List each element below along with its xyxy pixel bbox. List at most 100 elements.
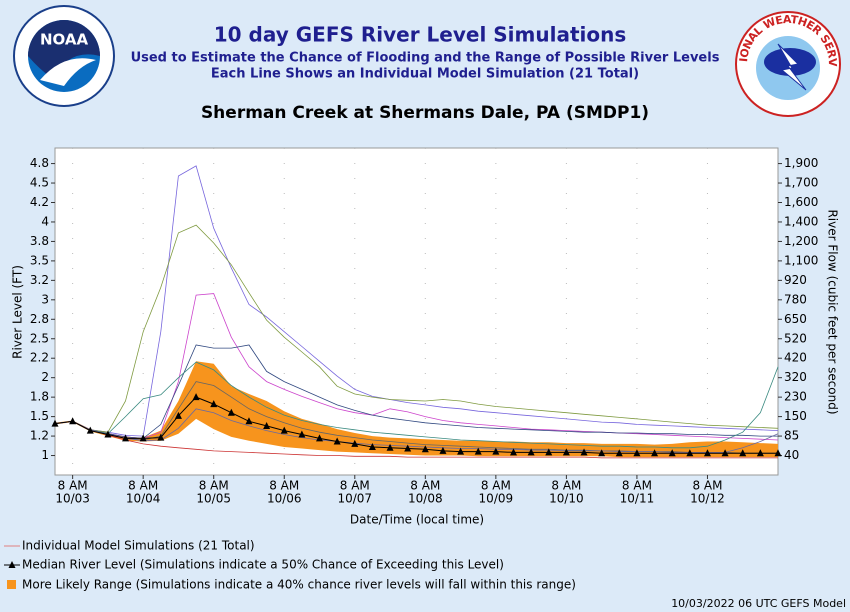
y-tick-label: 2.5 (30, 331, 49, 345)
y2-tick-label: 1,600 (784, 195, 818, 209)
legend-swatch (7, 580, 16, 589)
y-tick-label: 4.2 (30, 195, 49, 209)
legend-label: More Likely Range (Simulations indicate … (22, 578, 576, 592)
median-marker (686, 449, 694, 457)
subtitle: Each Line Shows an Individual Model Simu… (211, 67, 639, 82)
simulation-line (54, 420, 778, 459)
y-tick-label: 2.8 (30, 312, 49, 326)
y-tick-label: 3.5 (30, 253, 49, 267)
subtitle: Used to Estimate the Chance of Flooding … (131, 51, 720, 66)
median-marker (122, 434, 130, 442)
y2-tick-label: 320 (784, 370, 807, 384)
simulation-line (54, 408, 779, 453)
y-tick-label: 1.5 (30, 409, 49, 423)
median-marker (86, 426, 94, 434)
median-marker (580, 448, 588, 456)
y2-tick-label: 780 (784, 292, 807, 306)
median-marker (545, 448, 553, 456)
y2-tick-label: 1,100 (784, 253, 818, 267)
median-marker (51, 419, 59, 427)
location: Sherman Creek at Shermans Dale, PA (SMDP… (201, 103, 649, 123)
median-line (54, 396, 778, 454)
median-marker (298, 430, 306, 438)
y-tick-label: 2 (41, 370, 49, 384)
noaa-text: NOAA (40, 31, 89, 49)
median-marker (474, 447, 482, 455)
noaa-logo: NOAA (13, 5, 115, 107)
x-tick-sublabel: 10/06 (267, 492, 302, 506)
y-tick-label: 3.8 (30, 234, 49, 248)
median-marker (651, 449, 659, 457)
median-marker (527, 448, 535, 456)
x-tick-label: 8 AM (551, 479, 581, 493)
y-tick-label: 4.8 (30, 156, 49, 170)
y-tick-label: 1.2 (30, 429, 49, 443)
y2-axis-label: River Flow (cubic feet per second) (826, 209, 840, 414)
median-marker (721, 449, 729, 457)
median-marker (192, 393, 200, 401)
likely-range (55, 361, 778, 458)
median-marker (333, 437, 341, 445)
median-marker (280, 426, 288, 434)
y-axis-label: River Level (FT) (11, 265, 25, 359)
median-marker (316, 434, 324, 442)
y2-tick-label: 1,200 (784, 234, 818, 248)
x-axis-label: Date/Time (local time) (350, 513, 484, 527)
median-marker (457, 447, 465, 455)
median-marker (756, 449, 764, 457)
median-marker (157, 433, 165, 441)
median-marker (668, 449, 676, 457)
x-tick-label: 8 AM (340, 479, 370, 493)
x-tick-label: 8 AM (410, 479, 440, 493)
x-tick-sublabel: 10/10 (549, 492, 584, 506)
median-marker (562, 448, 570, 456)
median-marker (69, 417, 77, 425)
median-marker (210, 400, 218, 408)
y2-tick-label: 650 (784, 312, 807, 326)
median-marker (509, 448, 517, 456)
x-tick-sublabel: 10/08 (408, 492, 443, 506)
x-tick-label: 8 AM (58, 479, 88, 493)
y2-tick-label: 1,700 (784, 176, 818, 190)
legend-swatch (8, 561, 16, 568)
x-tick-sublabel: 10/09 (479, 492, 514, 506)
x-tick-label: 8 AM (128, 479, 158, 493)
median-marker (263, 421, 271, 429)
median-marker (386, 443, 394, 451)
y-tick-label: 1.8 (30, 390, 49, 404)
y2-tick-label: 40 (784, 448, 799, 462)
chart-title: 10 day GEFS River Level Simulations (214, 23, 627, 47)
y2-tick-label: 420 (784, 351, 807, 365)
median-marker (703, 449, 711, 457)
median-marker (421, 445, 429, 453)
x-tick-sublabel: 10/11 (620, 492, 655, 506)
median-marker (598, 449, 606, 457)
median-marker (174, 411, 182, 419)
x-tick-sublabel: 10/03 (55, 492, 90, 506)
y2-tick-label: 1,400 (784, 214, 818, 228)
simulation-line (54, 293, 779, 441)
median-marker (439, 446, 447, 454)
median-marker (615, 449, 623, 457)
y2-tick-label: 150 (784, 409, 807, 423)
x-tick-label: 8 AM (692, 479, 722, 493)
median-marker (104, 430, 112, 438)
y-tick-label: 3.2 (30, 273, 49, 287)
x-tick-sublabel: 10/05 (196, 492, 231, 506)
median-marker (227, 408, 235, 416)
y-tick-label: 1 (41, 448, 49, 462)
median-marker (245, 417, 253, 425)
median-marker (351, 439, 359, 447)
simulation-line (54, 361, 779, 449)
median-marker (368, 442, 376, 450)
y-tick-label: 4 (41, 214, 49, 228)
y2-tick-label: 1,900 (784, 156, 818, 170)
median-marker (404, 444, 412, 452)
x-tick-sublabel: 10/07 (337, 492, 372, 506)
x-tick-label: 8 AM (622, 479, 652, 493)
y-tick-label: 3 (41, 292, 49, 306)
y2-tick-label: 230 (784, 390, 807, 404)
footer: 10/03/2022 06 UTC GEFS Model (671, 597, 846, 610)
median-marker (633, 449, 641, 457)
simulation-line (54, 344, 778, 439)
